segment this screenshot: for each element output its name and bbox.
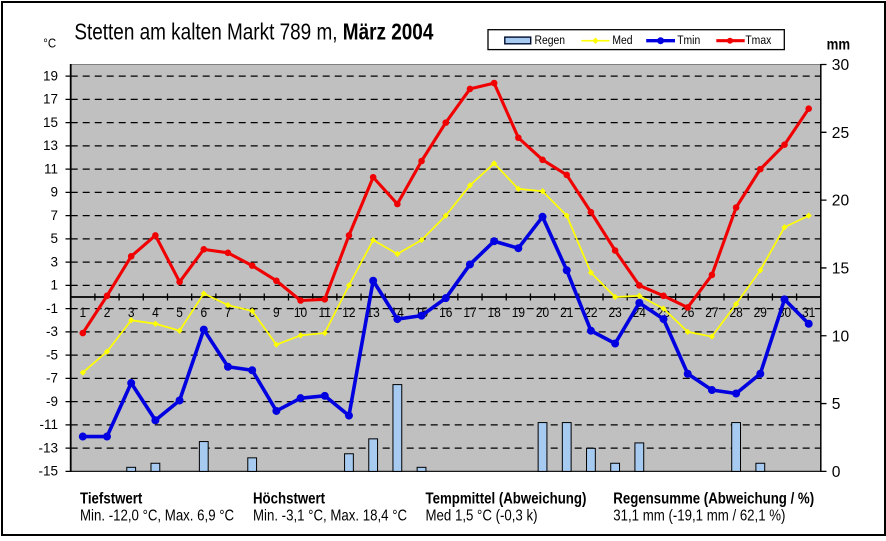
svg-text:15: 15 bbox=[43, 115, 58, 130]
svg-text:3: 3 bbox=[50, 254, 58, 269]
svg-text:9: 9 bbox=[50, 185, 58, 200]
svg-text:5: 5 bbox=[832, 396, 841, 413]
svg-text:Stetten am kalten Markt 789 m,: Stetten am kalten Markt 789 m, März 2004 bbox=[74, 20, 433, 45]
svg-text:°C: °C bbox=[43, 36, 56, 51]
svg-text:4: 4 bbox=[152, 304, 159, 320]
svg-text:2: 2 bbox=[104, 304, 111, 320]
svg-text:17: 17 bbox=[463, 304, 476, 320]
svg-text:mm: mm bbox=[827, 37, 850, 54]
svg-text:29: 29 bbox=[754, 304, 767, 320]
svg-text:Med: Med bbox=[612, 35, 632, 48]
svg-text:23: 23 bbox=[608, 304, 621, 320]
svg-text:13: 13 bbox=[43, 138, 58, 153]
svg-text:31,1 mm (-19,1 mm / 62,1 %): 31,1 mm (-19,1 mm / 62,1 %) bbox=[613, 508, 785, 525]
svg-text:Min. -12,0 °C, Max. 6,9 °C: Min. -12,0 °C, Max. 6,9 °C bbox=[80, 508, 234, 525]
svg-text:10: 10 bbox=[294, 304, 307, 320]
svg-text:1: 1 bbox=[80, 304, 87, 320]
svg-text:-9: -9 bbox=[46, 394, 58, 409]
svg-text:Tempmittel (Abweichung): Tempmittel (Abweichung) bbox=[426, 491, 587, 508]
svg-text:-5: -5 bbox=[46, 347, 58, 362]
svg-text:Med 1,5 °C (-0,3 k): Med 1,5 °C (-0,3 k) bbox=[426, 508, 538, 525]
svg-text:20: 20 bbox=[832, 193, 850, 210]
svg-text:5: 5 bbox=[176, 304, 183, 320]
svg-text:19: 19 bbox=[512, 304, 525, 320]
svg-text:12: 12 bbox=[342, 304, 355, 320]
svg-text:6: 6 bbox=[200, 304, 207, 320]
svg-text:19: 19 bbox=[43, 68, 58, 83]
svg-text:-15: -15 bbox=[38, 464, 58, 479]
svg-text:-11: -11 bbox=[39, 417, 58, 432]
svg-text:21: 21 bbox=[560, 304, 573, 320]
svg-text:17: 17 bbox=[43, 92, 58, 107]
svg-text:27: 27 bbox=[705, 304, 718, 320]
svg-text:5: 5 bbox=[50, 231, 58, 246]
svg-text:Tiefstwert: Tiefstwert bbox=[80, 491, 142, 508]
svg-text:1: 1 bbox=[50, 278, 58, 293]
svg-text:9: 9 bbox=[273, 304, 280, 320]
svg-text:Min. -3,1 °C, Max. 18,4 °C: Min. -3,1 °C, Max. 18,4 °C bbox=[253, 508, 407, 525]
svg-text:18: 18 bbox=[488, 304, 501, 320]
svg-text:11: 11 bbox=[319, 304, 331, 320]
svg-text:30: 30 bbox=[832, 57, 850, 74]
svg-text:Regen: Regen bbox=[534, 35, 565, 48]
svg-text:Tmax: Tmax bbox=[745, 35, 771, 48]
svg-text:7: 7 bbox=[225, 304, 232, 320]
svg-text:10: 10 bbox=[832, 328, 850, 345]
svg-text:25: 25 bbox=[832, 125, 850, 142]
svg-text:20: 20 bbox=[536, 304, 549, 320]
svg-text:11: 11 bbox=[44, 161, 58, 176]
svg-text:Höchstwert: Höchstwert bbox=[253, 491, 325, 508]
svg-text:Regensumme (Abweichung / %): Regensumme (Abweichung / %) bbox=[613, 491, 814, 508]
svg-text:-13: -13 bbox=[38, 440, 58, 455]
svg-text:-7: -7 bbox=[46, 371, 58, 386]
svg-text:-3: -3 bbox=[46, 324, 58, 339]
svg-text:16: 16 bbox=[439, 304, 452, 320]
svg-text:Tmin: Tmin bbox=[677, 35, 700, 48]
svg-text:0: 0 bbox=[832, 464, 841, 481]
svg-text:22: 22 bbox=[584, 304, 597, 320]
svg-text:31: 31 bbox=[802, 304, 815, 320]
svg-text:3: 3 bbox=[128, 304, 135, 320]
svg-text:7: 7 bbox=[50, 208, 58, 223]
svg-text:26: 26 bbox=[681, 304, 694, 320]
svg-text:15: 15 bbox=[832, 261, 850, 278]
svg-text:-1: -1 bbox=[46, 301, 58, 316]
